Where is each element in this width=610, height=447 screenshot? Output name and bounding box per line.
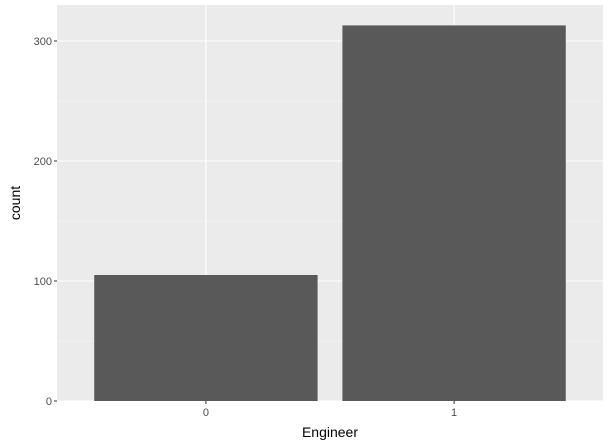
y-tick-label: 300 (34, 36, 52, 48)
x-tick-label: 1 (451, 407, 457, 419)
x-tick-label: 0 (203, 407, 209, 419)
y-axis-title: count (7, 186, 23, 220)
y-tick-label: 200 (34, 156, 52, 168)
bars (94, 25, 566, 402)
bar (342, 25, 566, 402)
y-tick-label: 0 (46, 396, 52, 408)
bar (94, 275, 318, 401)
y-axis: 0 100 200 300 (34, 36, 57, 408)
x-axis-title: Engineer (302, 424, 358, 440)
y-tick-label: 100 (34, 276, 52, 288)
